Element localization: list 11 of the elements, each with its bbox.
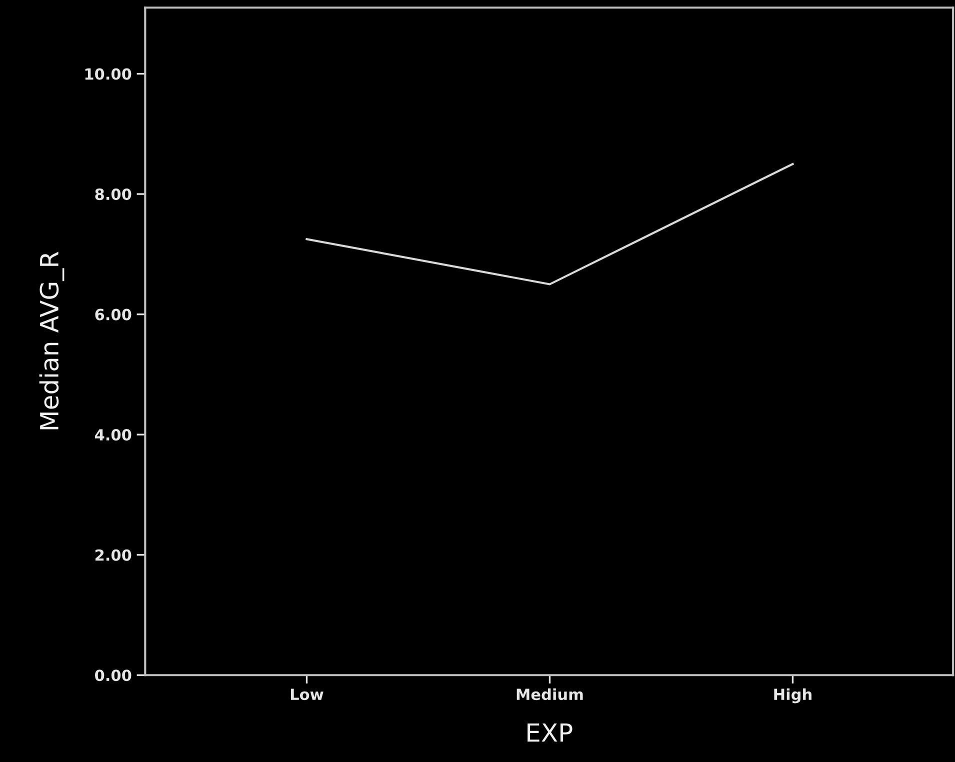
y-tick-label: 10.00 [85, 68, 132, 80]
x-tick-label: High [774, 688, 812, 704]
y-tick-label: 8.00 [95, 188, 132, 200]
x-axis-title: EXP [528, 723, 572, 742]
y-tick-label: 0.00 [95, 670, 132, 682]
x-tick-label: Medium [516, 688, 583, 700]
y-tick-label: 4.00 [94, 429, 132, 441]
y-axis-title: Median AVG_R [39, 252, 64, 430]
y-tick-label: 2.00 [95, 549, 132, 561]
x-tick-label: Low [290, 688, 324, 700]
y-tick-label: 6.00 [95, 308, 132, 320]
